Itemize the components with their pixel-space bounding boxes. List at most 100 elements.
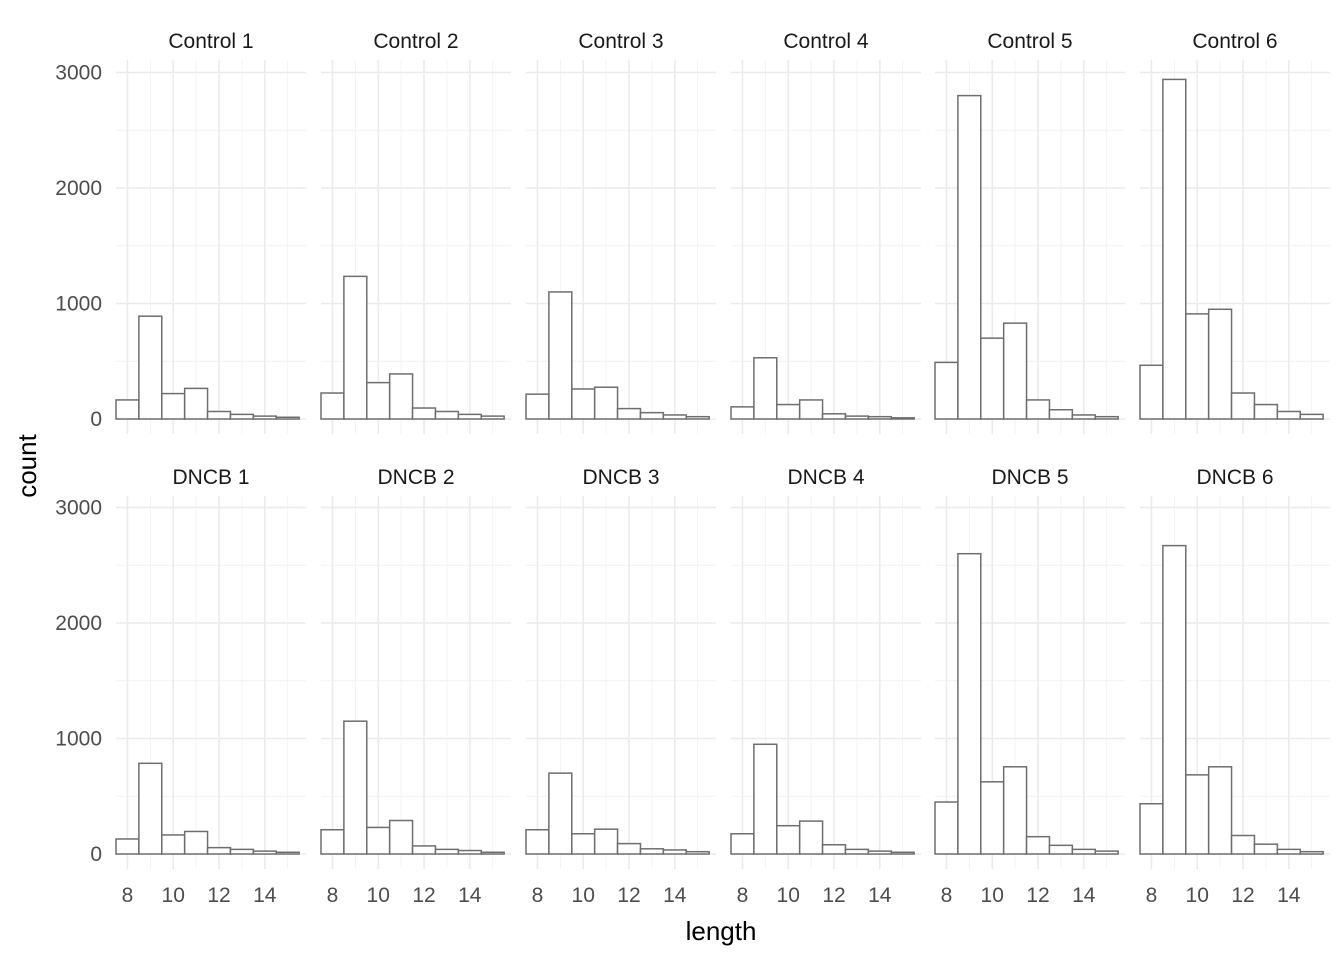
bar-control-6-length-11 bbox=[1207, 308, 1233, 420]
facet-label: Control 6 bbox=[1192, 30, 1277, 53]
bar-control-3-length-8 bbox=[525, 393, 550, 420]
panel-control-2: Control 2 bbox=[320, 30, 511, 434]
bar-dncb-2-length-14 bbox=[457, 849, 482, 855]
bar-dncb-3-length-10 bbox=[571, 833, 596, 855]
x-tick-label: 10 bbox=[981, 884, 1004, 907]
y-tick-label: 0 bbox=[90, 408, 102, 431]
facet-label: DNCB 3 bbox=[582, 466, 659, 489]
facet-label: Control 3 bbox=[578, 30, 663, 53]
bar-dncb-1-length-13 bbox=[229, 848, 255, 855]
x-tick-label: 14 bbox=[663, 884, 687, 907]
panel-control-4: Control 4 bbox=[730, 30, 921, 434]
bar-dncb-4-length-13 bbox=[844, 848, 870, 855]
bar-dncb-6-length-12 bbox=[1230, 834, 1256, 855]
facet-label: DNCB 4 bbox=[787, 466, 864, 489]
bar-dncb-3-length-13 bbox=[639, 848, 665, 855]
bar-control-2-length-8 bbox=[320, 392, 345, 420]
bar-dncb-1-length-8 bbox=[115, 838, 140, 855]
bar-control-2-length-11 bbox=[388, 373, 414, 420]
bar-control-2-length-13 bbox=[434, 410, 460, 420]
x-tick-label: 12 bbox=[207, 884, 230, 907]
bar-dncb-6-length-14 bbox=[1276, 848, 1301, 855]
x-tick-label: 8 bbox=[532, 884, 544, 907]
bar-control-1-length-10 bbox=[161, 392, 186, 420]
bar-dncb-4-length-9 bbox=[753, 743, 778, 855]
bar-dncb-3-length-12 bbox=[616, 842, 642, 855]
bar-dncb-1-length-15 bbox=[275, 851, 300, 855]
x-tick-label: 8 bbox=[122, 884, 134, 907]
y-tick-label: 2000 bbox=[55, 612, 102, 635]
facet-label: Control 1 bbox=[168, 30, 253, 53]
x-tick-label: 12 bbox=[617, 884, 640, 907]
bar-dncb-1-length-9 bbox=[138, 762, 163, 855]
bar-control-1-length-9 bbox=[138, 315, 163, 420]
bar-control-1-length-13 bbox=[229, 413, 255, 420]
bar-dncb-3-length-8 bbox=[525, 828, 550, 855]
panel-dncb-6: DNCB 6 bbox=[1139, 466, 1330, 869]
bar-dncb-5-length-8 bbox=[934, 801, 959, 855]
bar-control-5-length-12 bbox=[1025, 399, 1051, 420]
bar-dncb-3-length-14 bbox=[662, 849, 687, 855]
x-tick-label: 12 bbox=[1026, 884, 1049, 907]
bar-control-6-length-10 bbox=[1185, 313, 1210, 420]
bar-control-6-length-9 bbox=[1162, 78, 1187, 420]
bar-dncb-6-length-10 bbox=[1185, 774, 1210, 855]
bar-control-4-length-8 bbox=[730, 406, 755, 420]
x-tick-label: 14 bbox=[253, 884, 277, 907]
bar-dncb-4-length-12 bbox=[821, 844, 847, 855]
bar-control-2-length-9 bbox=[343, 275, 368, 420]
x-tick-label: 8 bbox=[941, 884, 953, 907]
bar-control-4-length-10 bbox=[776, 403, 801, 420]
y-tick-label: 2000 bbox=[55, 177, 102, 200]
bar-control-2-length-15 bbox=[480, 415, 505, 420]
y-tick-label: 3000 bbox=[55, 62, 102, 85]
y-axis: 0 1000 2000 3000 0 1000 2000 3000 bbox=[55, 62, 102, 867]
bar-control-5-length-10 bbox=[980, 337, 1005, 420]
bar-dncb-3-length-11 bbox=[593, 828, 619, 855]
bar-control-1-length-8 bbox=[115, 399, 140, 420]
x-tick-label: 12 bbox=[1231, 884, 1254, 907]
panel-dncb-1: DNCB 1 bbox=[115, 466, 306, 869]
bar-control-4-length-15 bbox=[890, 417, 915, 420]
x-tick-label: 8 bbox=[737, 884, 749, 907]
bar-control-5-length-14 bbox=[1071, 414, 1096, 420]
bar-dncb-2-length-11 bbox=[388, 819, 414, 855]
bar-dncb-1-length-12 bbox=[206, 846, 232, 855]
bar-control-1-length-11 bbox=[183, 387, 209, 420]
x-tick-label: 8 bbox=[1146, 884, 1158, 907]
bar-control-2-length-14 bbox=[457, 413, 482, 420]
bar-dncb-5-length-9 bbox=[957, 552, 982, 855]
x-tick-label: 10 bbox=[572, 884, 595, 907]
panel-dncb-5: DNCB 5 bbox=[934, 466, 1125, 869]
x-tick-label: 10 bbox=[1186, 884, 1209, 907]
bar-control-3-length-12 bbox=[616, 407, 642, 420]
y-tick-label: 1000 bbox=[55, 293, 102, 316]
x-tick-label: 10 bbox=[367, 884, 390, 907]
bar-control-6-length-14 bbox=[1276, 410, 1301, 420]
facet-label: Control 5 bbox=[987, 30, 1072, 53]
bar-dncb-1-length-10 bbox=[161, 834, 186, 855]
bar-control-6-length-12 bbox=[1230, 392, 1256, 420]
bar-dncb-6-length-8 bbox=[1139, 803, 1164, 855]
bar-dncb-3-length-15 bbox=[685, 850, 710, 855]
bar-dncb-2-length-10 bbox=[366, 826, 391, 855]
facet-label: DNCB 1 bbox=[172, 466, 249, 489]
panel-control-5: Control 5 bbox=[934, 30, 1125, 434]
bar-dncb-3-length-9 bbox=[548, 772, 573, 855]
bar-control-3-length-9 bbox=[548, 291, 573, 420]
y-tick-label: 1000 bbox=[55, 728, 102, 751]
bar-dncb-4-length-8 bbox=[730, 833, 755, 855]
bar-control-4-length-13 bbox=[844, 415, 870, 420]
panel-dncb-2: DNCB 2 bbox=[320, 466, 511, 869]
x-tick-label: 14 bbox=[1277, 884, 1301, 907]
bar-control-2-length-12 bbox=[411, 407, 437, 420]
bar-control-5-length-15 bbox=[1094, 415, 1119, 420]
bar-dncb-4-length-10 bbox=[776, 824, 801, 855]
bar-dncb-5-length-13 bbox=[1048, 844, 1074, 855]
bar-dncb-5-length-10 bbox=[980, 781, 1005, 855]
x-tick-label: 14 bbox=[458, 884, 482, 907]
bar-control-2-length-10 bbox=[366, 381, 391, 420]
bar-dncb-1-length-11 bbox=[183, 830, 209, 855]
panel-control-1: Control 1 bbox=[115, 30, 306, 434]
